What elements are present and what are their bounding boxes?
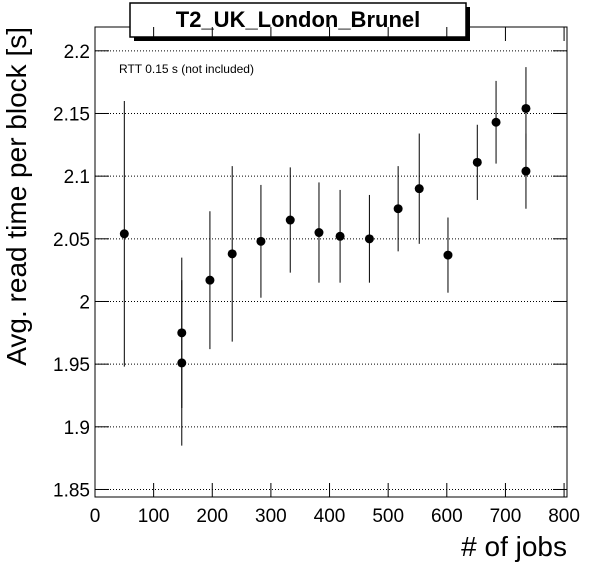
data-point (256, 236, 266, 246)
data-point (119, 229, 129, 239)
data-point (521, 103, 531, 113)
y-tick-label: 2.2 (64, 42, 90, 63)
x-tick-label: 200 (196, 506, 228, 527)
y-tick-label: 2.1 (64, 167, 90, 188)
data-point (177, 358, 187, 368)
data-point (414, 184, 424, 194)
data-point (314, 228, 324, 238)
data-point (205, 275, 215, 285)
x-tick-label: 500 (372, 506, 404, 527)
x-tick-label: 600 (431, 506, 463, 527)
x-tick-label: 100 (138, 506, 170, 527)
x-tick-label: 400 (314, 506, 346, 527)
chart-title: T2_UK_London_Brunel (176, 7, 420, 32)
data-point (521, 166, 531, 176)
y-axis-label: Avg. read time per block [s] (1, 27, 32, 366)
y-tick-label: 2.15 (53, 104, 90, 125)
data-point (227, 249, 237, 259)
data-point (285, 215, 295, 225)
x-tick-label: 300 (255, 506, 287, 527)
data-point (393, 204, 403, 214)
y-tick-label: 2.05 (53, 230, 90, 251)
x-axis-label: # of jobs (461, 531, 567, 562)
data-point (472, 157, 482, 167)
y-tick-label: 2 (79, 292, 90, 313)
title-box (129, 2, 467, 38)
x-tick-label: 0 (90, 506, 101, 527)
y-tick-label: 1.9 (64, 418, 90, 439)
data-point (491, 117, 501, 127)
y-tick-label: 1.95 (53, 355, 90, 376)
annotation: RTT 0.15 s (not included) (119, 62, 254, 76)
data-point (443, 250, 453, 260)
data-point (364, 234, 374, 244)
x-tick-label: 700 (490, 506, 522, 527)
x-tick-label: 800 (548, 506, 580, 527)
data-point (335, 231, 345, 241)
y-tick-label: 1.85 (53, 480, 90, 501)
